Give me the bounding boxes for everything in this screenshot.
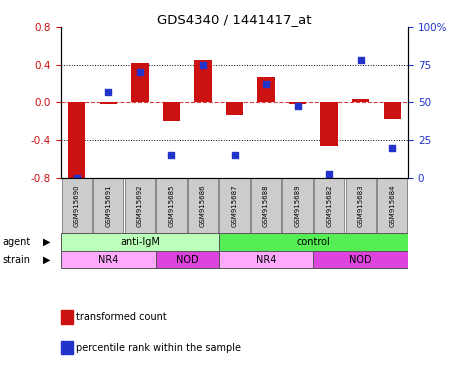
- Bar: [384, 103, 401, 119]
- FancyBboxPatch shape: [219, 178, 250, 233]
- Text: GSM915689: GSM915689: [295, 184, 301, 227]
- Text: GSM915683: GSM915683: [358, 184, 363, 227]
- Bar: [226, 103, 243, 115]
- FancyBboxPatch shape: [61, 251, 156, 268]
- Bar: [352, 99, 370, 103]
- Point: [167, 152, 175, 159]
- Point: [357, 57, 364, 63]
- Bar: [257, 77, 275, 103]
- FancyBboxPatch shape: [61, 233, 219, 251]
- Text: GSM915684: GSM915684: [389, 184, 395, 227]
- Text: anti-IgM: anti-IgM: [120, 237, 160, 247]
- Point: [388, 145, 396, 151]
- Text: strain: strain: [2, 255, 30, 265]
- Text: control: control: [296, 237, 330, 247]
- FancyBboxPatch shape: [313, 251, 408, 268]
- Bar: [99, 103, 117, 104]
- Text: NR4: NR4: [98, 255, 119, 265]
- Title: GDS4340 / 1441417_at: GDS4340 / 1441417_at: [157, 13, 312, 26]
- Point: [136, 69, 144, 75]
- FancyBboxPatch shape: [346, 178, 376, 233]
- FancyBboxPatch shape: [219, 233, 408, 251]
- Bar: [194, 60, 212, 103]
- Text: GSM915692: GSM915692: [137, 184, 143, 227]
- Bar: [163, 103, 180, 121]
- FancyBboxPatch shape: [251, 178, 281, 233]
- FancyBboxPatch shape: [125, 178, 155, 233]
- Point: [294, 103, 302, 109]
- Bar: [131, 63, 149, 103]
- Point: [199, 61, 207, 68]
- FancyBboxPatch shape: [188, 178, 218, 233]
- Text: NOD: NOD: [349, 255, 372, 265]
- Bar: [320, 103, 338, 146]
- Bar: [68, 103, 85, 178]
- Text: NR4: NR4: [256, 255, 276, 265]
- FancyBboxPatch shape: [156, 251, 219, 268]
- Point: [73, 175, 81, 181]
- Text: GSM915686: GSM915686: [200, 184, 206, 227]
- Text: GSM915682: GSM915682: [326, 184, 332, 227]
- Text: GSM915691: GSM915691: [106, 184, 111, 227]
- FancyBboxPatch shape: [314, 178, 344, 233]
- Text: GSM915690: GSM915690: [74, 184, 80, 227]
- Text: agent: agent: [2, 237, 30, 247]
- FancyBboxPatch shape: [61, 178, 92, 233]
- Text: NOD: NOD: [176, 255, 198, 265]
- FancyBboxPatch shape: [377, 178, 408, 233]
- Text: percentile rank within the sample: percentile rank within the sample: [76, 343, 242, 353]
- FancyBboxPatch shape: [93, 178, 123, 233]
- Bar: [289, 103, 306, 104]
- Text: transformed count: transformed count: [76, 312, 167, 322]
- FancyBboxPatch shape: [156, 178, 187, 233]
- FancyBboxPatch shape: [282, 178, 313, 233]
- FancyBboxPatch shape: [219, 251, 313, 268]
- Point: [262, 81, 270, 88]
- Point: [105, 89, 112, 95]
- Text: ▶: ▶: [43, 237, 51, 247]
- Text: ▶: ▶: [43, 255, 51, 265]
- Point: [231, 152, 238, 159]
- Text: GSM915685: GSM915685: [168, 184, 174, 227]
- Point: [325, 170, 333, 177]
- Text: GSM915687: GSM915687: [232, 184, 237, 227]
- Text: GSM915688: GSM915688: [263, 184, 269, 227]
